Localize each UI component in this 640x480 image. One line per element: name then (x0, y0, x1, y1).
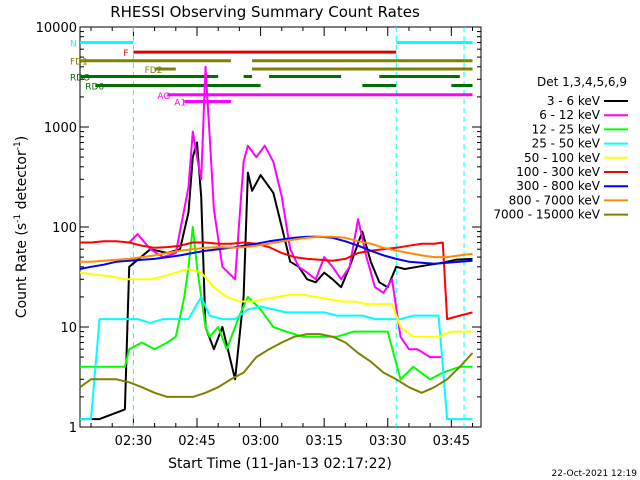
legend-item-label: 300 - 800 keV (516, 179, 600, 193)
series-line (80, 226, 473, 381)
legend-item-label: 12 - 25 keV (532, 122, 601, 136)
x-tick-label: 03:30 (369, 434, 406, 449)
series-line (128, 65, 443, 359)
y-tick-label: 1000 (44, 121, 77, 136)
x-tick-label: 02:30 (115, 434, 152, 449)
y-tick-label: 10000 (36, 21, 77, 36)
series-line (80, 240, 473, 321)
footer-timestamp: 22-Oct-2021 12:19 (552, 469, 638, 479)
series-line (80, 141, 473, 421)
chart-title: RHESSI Observing Summary Count Rates (110, 3, 420, 21)
series-line (80, 235, 473, 263)
flag-label-fd2: FD2 (145, 66, 163, 76)
x-tick-label: 03:45 (433, 434, 470, 449)
y-tick-label: 10 (60, 321, 77, 336)
flag-label-rdo: RDO (70, 73, 90, 83)
x-axis-label: Start Time (11-Jan-13 02:17:22) (168, 456, 392, 472)
plot-area: 1 10 100 1000 10000 02:30 02:45 03:00 03:15 03:30… (36, 21, 482, 449)
legend-item-label: 50 - 100 keV (524, 151, 601, 165)
series-line (80, 295, 473, 421)
series-line (79, 268, 473, 338)
legend-item-label: 25 - 50 keV (532, 137, 601, 151)
x-tick-label: 03:00 (242, 434, 279, 449)
legend-title: Det 1,3,4,5,6,9 (537, 75, 627, 89)
x-tick-label: 03:15 (305, 434, 342, 449)
flag-label-n: N (70, 39, 77, 49)
legend-item-label: 800 - 7000 keV (509, 193, 601, 207)
x-tick-label: 02:45 (178, 434, 215, 449)
y-tick-label: 100 (52, 221, 77, 236)
flag-label-ag: AG (157, 92, 170, 102)
legend-item-label: 7000 - 15000 keV (493, 208, 600, 222)
flag-label-fd1: FD1 (70, 58, 88, 68)
flag-label-f: F (123, 49, 128, 59)
y-axis-label: Count Rate (s-1 detector-1) (13, 136, 30, 318)
y-tick-label: 1 (69, 421, 77, 436)
series-line (79, 333, 474, 398)
series-line (79, 235, 473, 270)
legend-item-label: 6 - 12 keV (539, 108, 601, 122)
flag-label-rd6: RD6 (85, 83, 104, 93)
legend-item-label: 3 - 6 keV (547, 94, 601, 108)
legend-item-label: 100 - 300 keV (516, 165, 600, 179)
flag-label-a1: A1 (174, 98, 186, 108)
